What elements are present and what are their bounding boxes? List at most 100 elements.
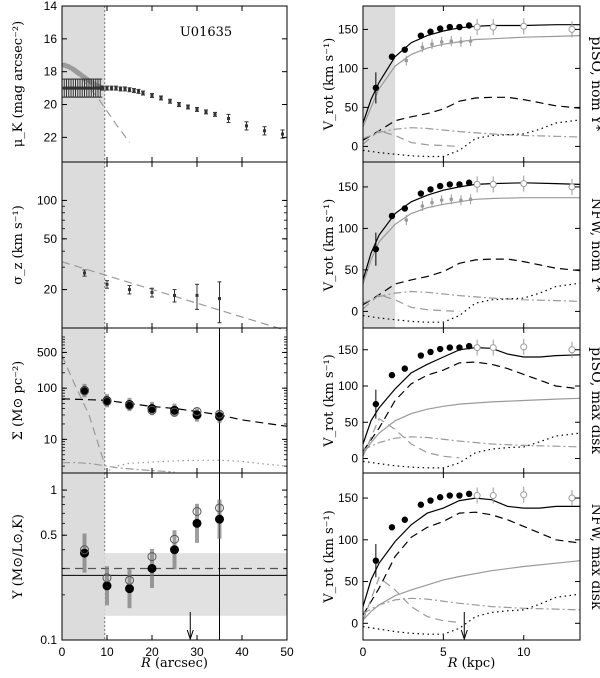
data-point-gray (404, 218, 409, 222)
xtick-label: 5 (440, 645, 447, 659)
data-point (76, 86, 80, 90)
data-point-filled (388, 53, 396, 60)
data-point (218, 297, 221, 301)
data-point-open (147, 405, 157, 415)
data-point (137, 89, 140, 93)
data-point (123, 87, 127, 91)
ytick-label: 100 (37, 381, 57, 395)
model-line-dash-gray-1 (61, 355, 106, 465)
data-point (69, 86, 73, 90)
ytick-label: 500 (37, 345, 57, 359)
data-point-filled (417, 352, 425, 359)
data-point-filled (80, 548, 89, 558)
xlabel-left-unit: (arcsec) (151, 656, 208, 671)
model-line-dot-black-4 (362, 282, 581, 323)
panel-muK: 14 16 18 20 22 μ_K (mag arcsec⁻²) (11, 0, 288, 163)
model-line-dashdot-gray-3 (362, 127, 581, 140)
data-point (114, 86, 118, 90)
ytick-label: 100 (338, 379, 358, 393)
panel-title-rot3: pISO, max disk (588, 347, 600, 454)
panel-Upsilon: 0.10.510 10 20 30 40 50Υ (M⊙/L⊙,K) (11, 472, 294, 659)
ytick-label: 150 (338, 180, 358, 194)
ytick-label: 20 (44, 98, 58, 112)
data-point-open (568, 183, 576, 191)
xlabel-right-unit: (kpc) (458, 656, 496, 671)
model-line-solid-gray-1 (362, 197, 580, 285)
data-point (128, 88, 131, 92)
model-line-dash-gray-5 (362, 417, 460, 459)
data-point-filled (456, 23, 463, 31)
ytick-label: 150 (338, 491, 358, 505)
ytick-label: 20 (44, 283, 58, 297)
data-point (159, 96, 163, 100)
data-point (105, 282, 109, 286)
ylabel-Upsilon: Υ (M⊙/L⊙,K) (11, 514, 26, 600)
model-line-solid-black-0 (362, 24, 580, 124)
data-point-filled (436, 25, 444, 32)
panel-sigma: 20 50 100 σ_z (km s⁻¹) (11, 161, 288, 332)
panel-title-rot2: NFW, nom Υ* (588, 198, 600, 292)
data-point-open (520, 22, 528, 30)
data-point (78, 86, 82, 90)
model-line-dashdot-gray-3 (362, 436, 581, 451)
panel-title-rot4: NFW, max disk (588, 504, 600, 610)
xtick-label: 30 (190, 645, 204, 659)
ytick-label: 22 (44, 130, 58, 144)
data-point-open (80, 545, 89, 555)
data-point-open (215, 409, 224, 419)
ytick-label: 50 (345, 575, 359, 589)
ytick-label: 100 (37, 193, 57, 207)
data-point (94, 86, 98, 90)
data-point (87, 86, 91, 90)
data-point-filled (147, 563, 157, 573)
model-line-dot-black-4 (362, 593, 581, 635)
model-line-dash-black-2 (362, 511, 581, 616)
data-point (263, 129, 266, 133)
data-point (65, 86, 68, 90)
ytick-label: 50 (44, 232, 58, 246)
data-point-filled (456, 344, 463, 351)
ytick-label: 0 (351, 616, 358, 630)
data-point-filled (446, 181, 453, 188)
galaxy-label: U01635 (180, 25, 232, 40)
ylabel-rot2: V_rot (km s⁻¹) (322, 199, 337, 293)
ylabel-rot1: V_rot (km s⁻¹) (322, 38, 337, 132)
panel-frame (362, 5, 581, 163)
data-point (168, 99, 172, 103)
data-point (119, 87, 122, 91)
model-line-dot-black-4 (362, 432, 581, 469)
ytick-label: 150 (338, 343, 358, 357)
data-point-filled (456, 181, 463, 188)
ylabel-Sigma: Σ (M⊙ pc⁻²) (11, 361, 26, 440)
arrow-left-head (186, 629, 194, 641)
data-point (128, 288, 131, 292)
data-point-filled (401, 46, 408, 53)
data-point (71, 86, 75, 90)
data-point-open (473, 344, 481, 352)
data-point-open (125, 400, 134, 410)
xtick-label: 50 (280, 645, 294, 659)
model-line-dashdot-gray-2 (62, 462, 175, 473)
data-point (92, 86, 95, 90)
inner-region-band (62, 328, 105, 473)
ytick-label: 50 (345, 415, 359, 429)
data-point-open (192, 506, 202, 516)
data-point-filled (80, 386, 89, 396)
data-point-open (473, 180, 481, 188)
data-point-gray (439, 198, 444, 202)
data-point-filled (427, 348, 434, 356)
data-point (227, 116, 230, 120)
model-line-dash-gray-5 (362, 130, 460, 147)
data-point-filled (417, 32, 425, 39)
data-point-filled (436, 494, 444, 501)
data-point-filled (192, 410, 202, 420)
model-line-dashdot-gray-3 (362, 597, 581, 614)
ytick-label: 0 (351, 304, 358, 318)
model-line-dash-black-2 (362, 96, 581, 141)
arrow-right-head (460, 629, 468, 641)
data-point (67, 86, 71, 90)
data-point (186, 105, 190, 109)
data-point-filled (446, 492, 453, 499)
model-line-solid-black-0 (362, 497, 580, 607)
